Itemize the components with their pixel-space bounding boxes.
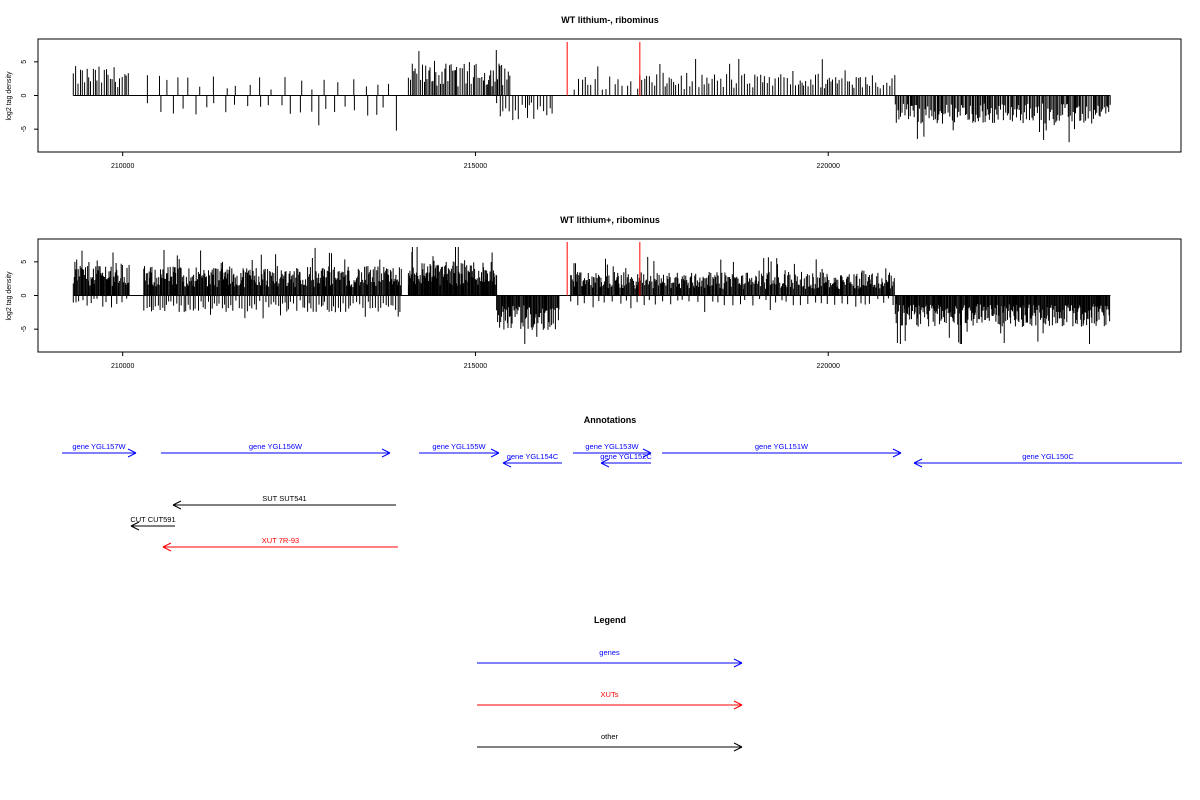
y-tick-label: 5 (21, 260, 28, 264)
annotation-genes: gene YGL152C (600, 452, 652, 468)
legend: Legend genes XUTs other (477, 615, 743, 752)
annotation-other: CUT CUT591 (130, 515, 176, 531)
legend-item-xuts: XUTs (477, 690, 743, 710)
annotations-title: Annotations (584, 415, 637, 425)
y-axis-label: log2 tag density (6, 71, 13, 121)
signal-bars (72, 247, 1111, 344)
annotation-label: CUT CUT591 (130, 515, 175, 524)
annotation-label: gene YGL150C (1022, 452, 1074, 461)
x-tick-label: 215000 (464, 363, 487, 370)
annotation-genes: gene YGL156W (161, 442, 391, 458)
x-tick-label: 210000 (111, 363, 134, 370)
legend-item-other: other (477, 732, 743, 752)
x-tick-label: 220000 (817, 363, 840, 370)
y-axis-label: log2 tag density (6, 271, 13, 321)
annotation-genes: gene YGL151W (662, 442, 902, 458)
track-panel-lithium-minus: WT lithium-, ribominus log2 tag density … (6, 15, 1182, 170)
legend-label: XUTs (601, 690, 619, 699)
y-tick-label: -5 (21, 126, 28, 132)
annotation-arrow (62, 448, 137, 458)
signal-bars (72, 50, 1111, 143)
annotation-genes: gene YGL154C (502, 452, 562, 468)
x-tick-label: 220000 (817, 163, 840, 170)
legend-arrow (477, 742, 743, 752)
annotation-label: gene YGL151W (755, 442, 809, 451)
annotation-arrow (600, 458, 651, 468)
annotation-genes: gene YGL157W (62, 442, 137, 458)
y-tick-label: 0 (21, 293, 28, 297)
axes: 210000 215000 220000 -5 0 5 (21, 42, 1111, 170)
annotation-label: gene YGL152C (600, 452, 652, 461)
annotations-section: Annotations gene YGL157W gene YGL156W gene… (62, 415, 1182, 552)
annotation-label: gene YGL156W (249, 442, 303, 451)
annotation-label: SUT SUT541 (262, 494, 306, 503)
annotation-genes: gene YGL155W (419, 442, 500, 458)
panel-title: WT lithium+, ribominus (560, 215, 660, 225)
y-tick-label: 5 (21, 60, 28, 64)
annotation-arrow (662, 448, 902, 458)
panel-title: WT lithium-, ribominus (561, 15, 659, 25)
annotation-genes: gene YGL150C (913, 452, 1182, 468)
annotation-arrow (502, 458, 562, 468)
legend-items: genes XUTs other (477, 648, 743, 752)
y-tick-label: 0 (21, 93, 28, 97)
legend-arrow (477, 658, 743, 668)
legend-item-genes: genes (477, 648, 743, 668)
annotation-arrow (130, 521, 175, 531)
annotation-label: XUT 7R-93 (262, 536, 299, 545)
y-tick-label: -5 (21, 326, 28, 332)
x-tick-label: 210000 (111, 163, 134, 170)
annotation-arrow (913, 458, 1182, 468)
track-panel-lithium-plus: WT lithium+, ribominus log2 tag density … (6, 215, 1182, 370)
annotation-arrow (172, 500, 396, 510)
annotation-genes: gene YGL153W (573, 442, 652, 458)
annotation-other: SUT SUT541 (172, 494, 396, 510)
legend-title: Legend (594, 615, 626, 625)
axes: 210000 215000 220000 -5 0 5 (21, 242, 1111, 370)
annotation-label: gene YGL154C (507, 452, 559, 461)
legend-label: other (601, 732, 619, 741)
annotation-arrow (162, 542, 398, 552)
annotation-arrow (419, 448, 500, 458)
annotation-arrow (573, 448, 652, 458)
annotation-label: gene YGL153W (585, 442, 639, 451)
annotation-label: gene YGL155W (432, 442, 486, 451)
annotation-arrow (161, 448, 391, 458)
legend-arrow (477, 700, 743, 710)
annotation-xuts: XUT 7R-93 (162, 536, 398, 552)
annotation-tracks: gene YGL157W gene YGL156W gene YGL155W gene… (62, 442, 1182, 552)
x-tick-label: 215000 (464, 163, 487, 170)
legend-label: genes (599, 648, 620, 657)
annotation-label: gene YGL157W (72, 442, 126, 451)
